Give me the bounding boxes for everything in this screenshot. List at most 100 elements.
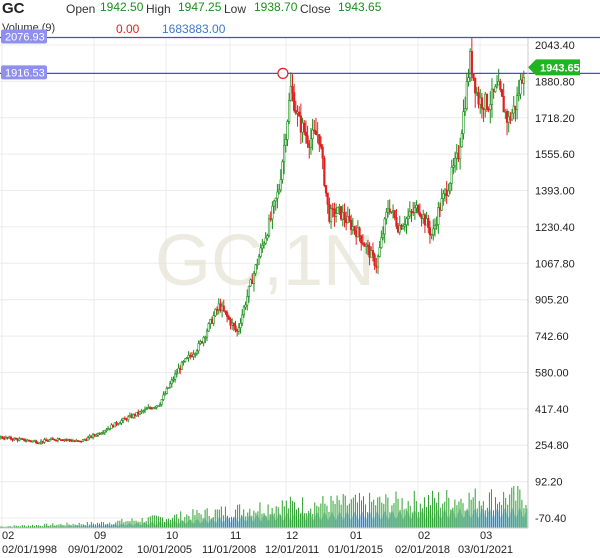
candle-body (384, 219, 386, 234)
candle-body (486, 94, 488, 109)
candle-body (25, 441, 27, 442)
candle-body (256, 264, 258, 265)
candle-body (119, 423, 121, 424)
candle-body (332, 209, 334, 210)
candle-body (495, 87, 497, 92)
candle-body (211, 319, 213, 323)
candle-body (132, 414, 134, 417)
candle-body (476, 92, 478, 93)
candle-body (488, 109, 490, 110)
candle-body (230, 319, 232, 325)
candle-body (464, 109, 466, 112)
candle-body (387, 209, 389, 212)
y-tick-label: 905.20 (535, 295, 569, 307)
x-top-tick-label: 01 (350, 530, 362, 542)
candle-body (409, 211, 411, 216)
candle-body (268, 219, 270, 236)
candle-body (29, 440, 31, 441)
candle-body (30, 441, 32, 442)
candle-body (272, 206, 274, 219)
candle-body (463, 112, 465, 134)
candle-body (329, 204, 331, 221)
candle-body (454, 158, 456, 166)
candle-body (283, 145, 285, 162)
candle-body (282, 162, 284, 180)
candle-body (416, 205, 418, 208)
candle-body (381, 238, 383, 248)
candle-body (44, 440, 46, 443)
candle-body (345, 220, 347, 223)
y-tick-label: 1880.80 (535, 76, 575, 88)
x-bottom-tick-label: 12/01/2011 (265, 544, 319, 556)
x-top-tick-label: 12 (286, 530, 298, 542)
alert-marker[interactable] (278, 68, 288, 78)
candle-body (72, 441, 74, 442)
candle-body (213, 316, 215, 324)
x-top-tick-label: 02 (418, 530, 430, 542)
candle-body (295, 111, 297, 114)
candle-body (144, 409, 146, 411)
candle-body (376, 266, 378, 268)
candle-body (280, 180, 282, 190)
candle-body (193, 354, 195, 356)
candle-body (287, 122, 289, 140)
candle-body (402, 226, 404, 229)
candle-body (288, 100, 290, 121)
x-bottom-tick-label: 10/01/2005 (137, 544, 192, 556)
candle-body (471, 51, 473, 74)
candle-body (225, 311, 227, 313)
candle-body (446, 190, 448, 196)
candle-body (436, 225, 438, 226)
candle-body (392, 211, 394, 212)
candle-body (153, 408, 155, 409)
candle-body (161, 400, 163, 405)
candle-body (10, 437, 12, 439)
candle-body (322, 147, 324, 158)
candle-body (116, 423, 118, 425)
candle-body (431, 235, 433, 236)
candle-body (270, 219, 272, 220)
candle-body (330, 209, 332, 222)
candle-body (131, 415, 133, 417)
candle-body (263, 244, 265, 246)
candle-body (349, 216, 351, 220)
candle-body (317, 134, 319, 135)
candle-body (168, 388, 170, 389)
candle-body (426, 219, 428, 226)
candle-body (511, 113, 513, 120)
candle-body (13, 438, 15, 440)
x-bottom-tick-label: 02/01/2018 (395, 544, 450, 556)
candle-body (102, 433, 104, 434)
candle-body (458, 153, 460, 159)
candle-body (228, 317, 230, 320)
candle-body (506, 111, 508, 122)
y-tick-label: 417.40 (535, 404, 569, 416)
candle-body (300, 116, 302, 132)
candle-body (493, 89, 495, 92)
candle-body (156, 406, 158, 407)
candle-body (324, 158, 326, 185)
candle-body (466, 82, 468, 109)
candle-body (386, 212, 388, 219)
candle-body (54, 439, 56, 440)
x-top-tick-label: 03 (480, 530, 492, 542)
candle-body (65, 440, 67, 441)
candle-body (87, 438, 89, 441)
candle-body (77, 440, 79, 441)
candle-body (47, 441, 49, 442)
candle-body (114, 423, 116, 427)
candle-body (491, 89, 493, 105)
candle-body (136, 412, 138, 416)
candle-body (12, 439, 14, 440)
candle-body (101, 433, 103, 434)
candle-body (474, 78, 476, 93)
y-tick-label: 1230.40 (535, 222, 575, 234)
candle-body (401, 225, 403, 229)
candle-body (99, 433, 101, 434)
candle-body (201, 342, 203, 343)
candle-body (404, 225, 406, 227)
candle-body (158, 406, 160, 407)
candle-body (483, 108, 485, 109)
